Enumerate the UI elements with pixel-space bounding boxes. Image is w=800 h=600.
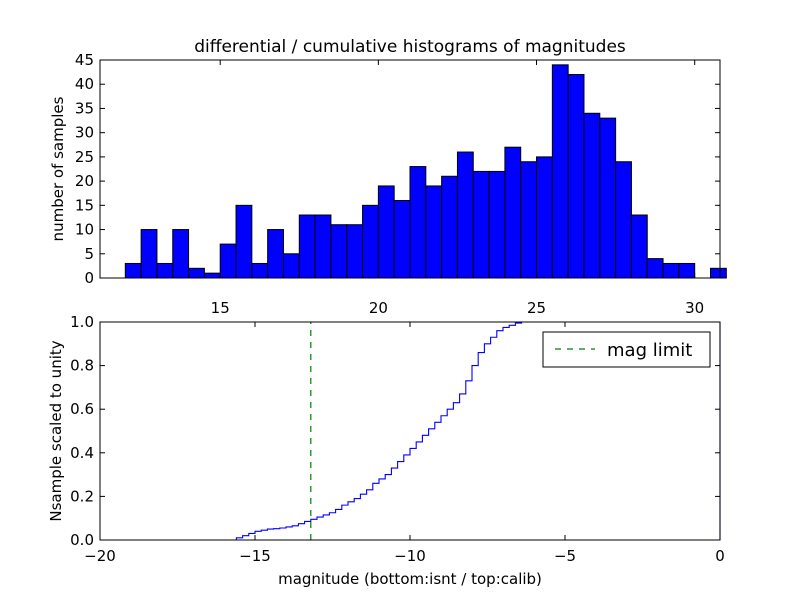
histogram-bar-13 bbox=[330, 224, 348, 279]
histogram-bar-2 bbox=[156, 262, 174, 279]
bottom-ytick-label-3: 0.6 bbox=[70, 400, 94, 418]
histogram-bar-12 bbox=[314, 214, 332, 279]
histogram-bar-21 bbox=[456, 151, 474, 279]
histogram-bar-34 bbox=[662, 262, 680, 279]
top-ytick-label-4: 20 bbox=[75, 172, 94, 190]
histogram-bar-23 bbox=[488, 170, 506, 279]
bottom-x-axis-label: magnitude (bottom:isnt / top:calib) bbox=[278, 570, 542, 588]
histogram-bar-14 bbox=[346, 224, 364, 279]
top-ytick-label-6: 30 bbox=[75, 124, 94, 142]
histogram-bar-5 bbox=[203, 272, 221, 279]
bottom-ytick-label-5: 1.0 bbox=[70, 313, 94, 331]
histogram-bar-7 bbox=[235, 204, 253, 279]
top-plot-frame bbox=[99, 59, 721, 279]
bottom-ytick-label-0: 0.0 bbox=[70, 531, 94, 549]
top-ytick-label-1: 5 bbox=[84, 245, 94, 263]
bottom-xtick-label-2: −10 bbox=[394, 547, 426, 565]
histogram-bar-27 bbox=[551, 64, 569, 279]
legend: mag limit bbox=[542, 331, 711, 368]
histogram-bar-10 bbox=[282, 253, 300, 279]
histogram-bar-26 bbox=[536, 156, 553, 279]
top-xtick-label-0: 15 bbox=[211, 299, 230, 317]
histogram-bar-4 bbox=[188, 267, 205, 279]
histogram-bar-37 bbox=[710, 267, 727, 279]
histogram-bar-33 bbox=[646, 258, 664, 279]
top-chart-title: differential / cumulative histograms of … bbox=[194, 37, 626, 57]
top-xtick-label-2: 25 bbox=[527, 299, 546, 317]
cumulative-step-line bbox=[100, 321, 721, 541]
top-ytick-label-8: 40 bbox=[75, 75, 94, 93]
histogram-bar-31 bbox=[615, 161, 632, 279]
histogram-bar-30 bbox=[599, 117, 617, 279]
bottom-ytick-label-4: 0.8 bbox=[70, 357, 94, 375]
bottom-xtick-label-1: −15 bbox=[239, 547, 271, 565]
bottom-axis-ticks: 0.0 0.2 0.4 0.6 0.8 1.0 −20 −15 −10 −5 0 bbox=[70, 313, 725, 565]
bottom-ytick-label-1: 0.2 bbox=[70, 487, 94, 505]
bottom-xtick-label-0: −20 bbox=[84, 547, 116, 565]
histogram-bar-32 bbox=[630, 214, 648, 279]
histogram-bar-1 bbox=[140, 229, 158, 279]
histogram-bar-24 bbox=[504, 146, 522, 279]
histogram-bar-11 bbox=[298, 214, 316, 279]
histogram-bar-8 bbox=[251, 262, 269, 279]
top-xtick-label-3: 30 bbox=[685, 299, 704, 317]
bottom-xtick-label-3: −5 bbox=[554, 547, 576, 565]
histogram-bar-9 bbox=[267, 229, 284, 279]
top-ytick-label-0: 0 bbox=[84, 269, 94, 287]
histogram-bar-6 bbox=[219, 243, 237, 279]
histogram-bar-35 bbox=[678, 262, 696, 279]
bottom-plot-frame bbox=[99, 321, 721, 541]
histogram-bar-17 bbox=[393, 199, 411, 279]
histogram-bar-0 bbox=[124, 262, 142, 279]
bottom-ytick-label-2: 0.4 bbox=[70, 444, 94, 462]
histogram-bar-29 bbox=[583, 112, 601, 279]
top-ytick-label-7: 35 bbox=[75, 99, 94, 117]
histogram-bar-20 bbox=[441, 175, 458, 279]
top-y-axis-label: number of samples bbox=[49, 96, 67, 241]
histogram-bar-19 bbox=[425, 185, 443, 279]
histogram-bar-18 bbox=[409, 166, 427, 279]
bottom-xtick-label-4: 0 bbox=[715, 547, 725, 565]
legend-mag-limit-label: mag limit bbox=[607, 340, 692, 361]
top-xtick-label-1: 20 bbox=[369, 299, 388, 317]
top-ytick-label-9: 45 bbox=[75, 51, 94, 69]
top-histogram-bars bbox=[124, 64, 727, 279]
histogram-bar-22 bbox=[472, 170, 490, 279]
histogram-bar-15 bbox=[362, 204, 379, 279]
top-ytick-label-3: 15 bbox=[75, 196, 94, 214]
histogram-bar-25 bbox=[520, 161, 538, 279]
bottom-y-axis-label: Nsample scaled to unity bbox=[47, 340, 65, 521]
top-ytick-label-2: 10 bbox=[75, 221, 94, 239]
histogram-bar-28 bbox=[567, 74, 585, 279]
histogram-bar-3 bbox=[172, 229, 190, 279]
top-ytick-label-5: 25 bbox=[75, 148, 94, 166]
histogram-bar-16 bbox=[377, 185, 395, 279]
